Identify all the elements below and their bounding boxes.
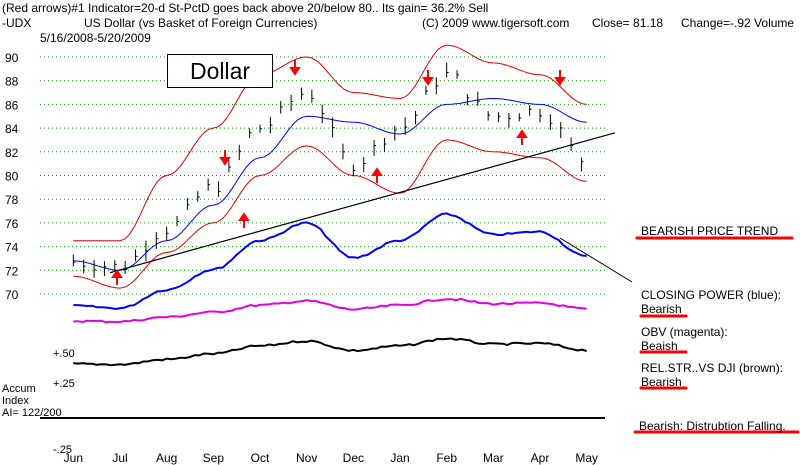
x-tick-Oct: Oct xyxy=(251,451,270,465)
sell-arrow-0 xyxy=(219,150,231,166)
x-tick-Feb: Feb xyxy=(436,451,457,465)
sell-arrow-1 xyxy=(289,60,301,76)
series-moving-average xyxy=(73,97,587,271)
y-tick-82: 82 xyxy=(5,146,19,160)
y-tick-84: 84 xyxy=(5,122,19,136)
accum-p50: +.50 xyxy=(53,348,75,360)
dollar-badge: Dollar xyxy=(167,54,273,88)
series-obv xyxy=(73,297,587,324)
x-tick-May: May xyxy=(575,451,598,465)
note-closing-power-value: Bearish xyxy=(641,302,682,316)
note-obv-value: Beaish xyxy=(641,339,678,353)
series-upper-band xyxy=(73,44,587,242)
note-relstr-label: REL.STR..VS DJI (brown): xyxy=(641,361,784,375)
header-indicator-text: (Red arrows)#1 Indicator=20-d St-PctD go… xyxy=(2,1,489,15)
x-tick-Jul: Jul xyxy=(112,451,127,465)
series-lower-band xyxy=(73,139,587,289)
series-relative-strength xyxy=(73,337,587,367)
x-tick-Nov: Nov xyxy=(296,451,317,465)
y-tick-74: 74 xyxy=(5,241,19,255)
x-tick-labels: Jun Jul Aug Sep Oct Nov Dec Jan Feb Mar Apr May xyxy=(64,451,598,465)
grid-lines xyxy=(40,56,605,295)
note-closing-power-label: CLOSING POWER (blue): xyxy=(641,288,782,302)
price-bars xyxy=(72,62,584,278)
support-trendline xyxy=(109,132,616,274)
y-tick-70: 70 xyxy=(5,288,19,302)
x-tick-Apr: Apr xyxy=(531,451,550,465)
note-accum: Bearish: Distrubtion Falling. xyxy=(639,419,786,433)
x-tick-Jun: Jun xyxy=(64,451,83,465)
header-ticker: -UDX xyxy=(2,16,32,30)
accum-m25: -.25 xyxy=(53,444,72,456)
accum-title: Accum xyxy=(2,383,36,395)
header-close: Close= 81.18 xyxy=(592,16,664,30)
x-tick-Jan: Jan xyxy=(390,451,409,465)
y-tick-76: 76 xyxy=(5,217,19,231)
x-tick-Mar: Mar xyxy=(483,451,504,465)
y-tick-labels: 70 72 74 76 78 80 82 84 86 88 90 xyxy=(5,51,19,302)
note-obv-label: OBV (magenta): xyxy=(641,325,728,339)
sell-arrow-2 xyxy=(422,70,434,86)
y-tick-80: 80 xyxy=(5,170,19,184)
accum-ai: AI= 122/200 xyxy=(2,407,62,419)
note-relstr-value: Bearish xyxy=(641,375,682,389)
y-tick-90: 90 xyxy=(5,51,19,65)
header-date-range: 5/16/2008-5/20/2009 xyxy=(40,31,151,45)
signal-arrows xyxy=(111,60,566,285)
header-change: Change=-.92 Volume xyxy=(681,16,795,30)
y-tick-72: 72 xyxy=(5,264,19,278)
buy-arrow-0 xyxy=(111,269,123,285)
resistance-trendline xyxy=(559,237,633,283)
x-tick-Aug: Aug xyxy=(156,451,177,465)
accum-index: Index xyxy=(2,395,29,407)
y-tick-88: 88 xyxy=(5,75,19,89)
series-closing-power xyxy=(73,212,587,311)
x-tick-Dec: Dec xyxy=(343,451,364,465)
note-price-trend: BEARISH PRICE TREND xyxy=(641,224,779,238)
header-name: US Dollar (vs Basket of Foreign Currenci… xyxy=(84,16,318,30)
trendline xyxy=(109,132,633,283)
y-tick-86: 86 xyxy=(5,98,19,112)
indicator-lines xyxy=(40,212,605,419)
buy-arrow-1 xyxy=(238,212,250,228)
moving-average xyxy=(73,97,587,271)
bollinger-bands xyxy=(73,44,587,289)
buy-arrow-3 xyxy=(516,129,528,145)
buy-arrow-2 xyxy=(371,167,383,183)
sell-arrow-3 xyxy=(554,70,566,86)
accum-p25: +.25 xyxy=(53,378,75,390)
x-tick-Sep: Sep xyxy=(203,451,225,465)
y-tick-78: 78 xyxy=(5,193,19,207)
header-copyright: (C) 2009 www.tigersoft.com xyxy=(422,16,570,30)
note-underlines xyxy=(633,236,800,434)
